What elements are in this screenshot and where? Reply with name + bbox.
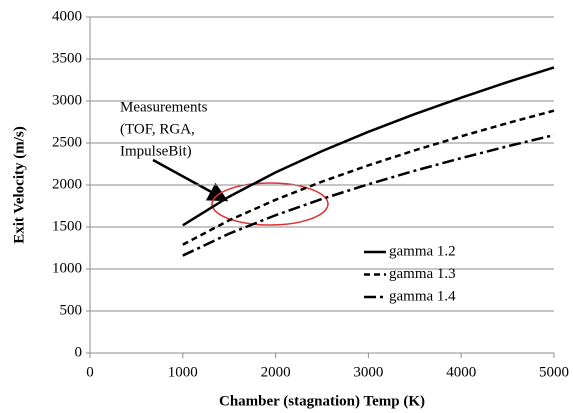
y-tick-label: 2500 — [52, 134, 82, 150]
annotation-text: (TOF, RGA, — [120, 121, 195, 137]
legend-label: gamma 1.4 — [389, 288, 456, 304]
y-tick-label: 1500 — [52, 218, 82, 234]
y-tick-label: 2000 — [52, 176, 82, 192]
y-tick-label: 3500 — [52, 50, 82, 66]
series-line — [182, 109, 555, 246]
highlight-ellipse — [211, 182, 329, 226]
x-axis-title: Chamber (stagnation) Temp (K) — [219, 393, 425, 409]
legend-label: gamma 1.2 — [389, 243, 456, 259]
annotation-text: ImpulseBit) — [120, 143, 192, 159]
x-tick-label: 4000 — [446, 364, 476, 380]
y-tick-label: 4000 — [52, 8, 82, 24]
x-tick-label: 5000 — [539, 364, 569, 380]
y-tick-label: 3000 — [52, 92, 82, 108]
y-axis-title: Exit Velocity (m/s) — [11, 126, 27, 244]
series-line — [182, 66, 555, 227]
y-tick-label: 0 — [75, 344, 83, 360]
y-tick-label: 1000 — [52, 260, 82, 276]
x-tick-label: 3000 — [353, 364, 383, 380]
x-tick-label: 0 — [86, 364, 94, 380]
series-line — [182, 133, 555, 257]
x-tick-label: 2000 — [261, 364, 291, 380]
y-tick-label: 500 — [60, 302, 83, 318]
x-tick-label: 1000 — [168, 364, 198, 380]
legend-label: gamma 1.3 — [389, 266, 456, 282]
annotation-arrow — [152, 158, 229, 202]
annotation-text: Measurements — [120, 99, 208, 115]
